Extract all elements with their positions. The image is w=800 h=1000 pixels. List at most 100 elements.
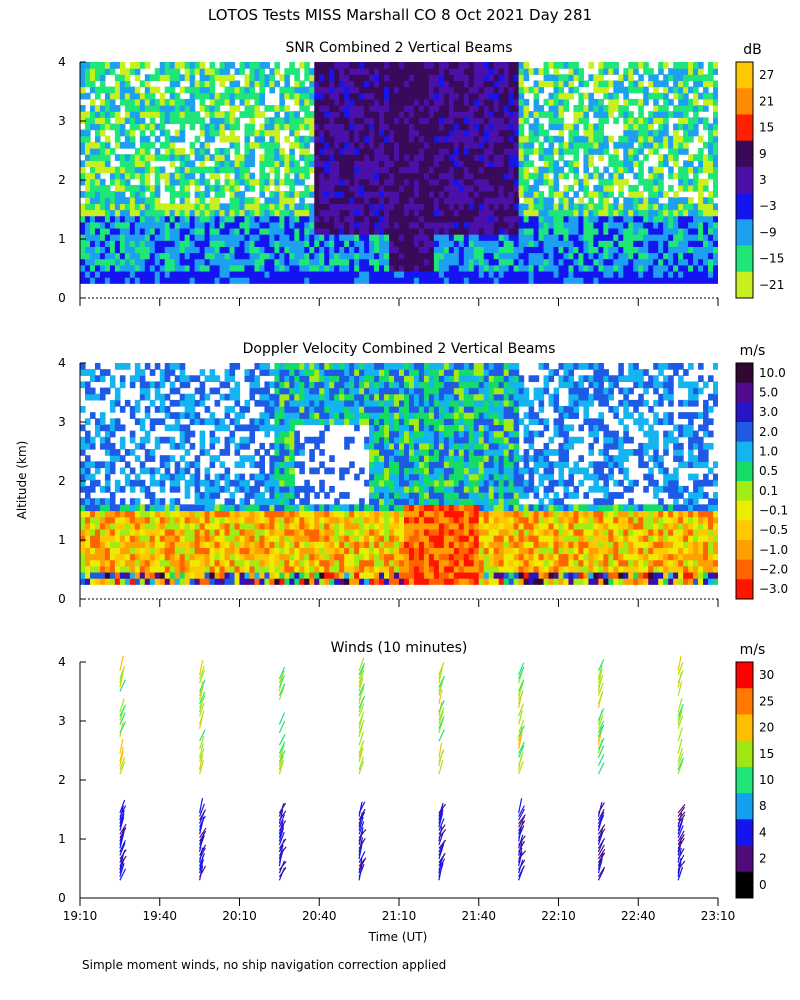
snr-cell [324, 74, 330, 82]
snr-cell [573, 117, 580, 125]
snr-cell [513, 148, 520, 155]
snr-cell [418, 184, 425, 192]
doppler-cell [94, 516, 101, 524]
snr-cell [129, 246, 136, 254]
snr-cell [448, 191, 455, 198]
snr-cell [384, 277, 390, 284]
doppler-cell [164, 375, 171, 383]
snr-cell [254, 98, 261, 106]
snr-cell [164, 62, 171, 69]
snr-cell [329, 74, 335, 82]
snr-cell [119, 227, 126, 235]
snr-cell [184, 258, 191, 266]
snr-cell [214, 258, 221, 266]
doppler-cell [209, 541, 216, 548]
snr-cell [708, 221, 714, 229]
snr-cell [259, 74, 266, 82]
snr-cell [683, 148, 689, 155]
snr-cell [648, 191, 654, 198]
snr-cell [513, 191, 520, 198]
doppler-cell [164, 553, 171, 561]
doppler-cell [229, 430, 236, 438]
snr-cell [179, 227, 186, 235]
snr-title: SNR Combined 2 Vertical Beams [285, 40, 512, 56]
doppler-cell [84, 369, 91, 376]
snr-cell [294, 215, 300, 223]
snr-cell [224, 68, 231, 75]
snr-cell [124, 98, 131, 106]
snr-cell [274, 80, 280, 88]
doppler-cell [204, 393, 211, 401]
doppler-cell [104, 498, 111, 505]
snr-colorbar-label: −21 [759, 278, 784, 292]
snr-cell [304, 62, 310, 69]
snr-cell [623, 240, 629, 247]
snr-cell [109, 105, 116, 112]
doppler-cell [219, 449, 226, 456]
snr-cell [713, 264, 718, 272]
snr-cell [329, 252, 335, 260]
doppler-cell [224, 393, 231, 401]
snr-cell [473, 111, 480, 118]
snr-cell [713, 277, 718, 284]
snr-cell [94, 141, 101, 149]
snr-cell [109, 264, 116, 272]
snr-cell [623, 74, 629, 82]
doppler-cell [94, 535, 101, 542]
snr-cell [154, 148, 161, 155]
doppler-cell [164, 547, 171, 555]
snr-cell [309, 74, 315, 82]
doppler-cell [109, 381, 116, 389]
snr-cell [548, 98, 555, 106]
snr-cell [119, 197, 126, 204]
snr-cell [698, 246, 704, 254]
snr-cell [204, 111, 211, 118]
snr-cell [503, 277, 510, 284]
doppler-cell [184, 381, 191, 389]
snr-cell [663, 203, 669, 211]
doppler-cell [174, 516, 181, 524]
snr-cell [448, 172, 455, 180]
panels: SNR Combined 2 Vertical Beams01234dB2721… [58, 40, 788, 923]
snr-cell [204, 80, 211, 88]
snr-cell [249, 172, 256, 180]
snr-cell [184, 86, 191, 94]
snr-cell [658, 166, 664, 174]
doppler-cell [204, 418, 211, 426]
snr-cell [264, 154, 270, 161]
snr-cell [528, 148, 535, 155]
snr-cell [463, 154, 470, 161]
snr-cell [269, 129, 275, 137]
snr-cell [403, 117, 410, 125]
snr-cell [503, 62, 510, 69]
snr-cell [568, 203, 575, 211]
snr-cell [418, 105, 425, 112]
snr-cell [104, 234, 111, 241]
snr-cell [513, 98, 520, 106]
snr-cell [379, 277, 385, 284]
snr-cell [214, 105, 221, 112]
doppler-cell [224, 381, 231, 389]
snr-cell [693, 117, 699, 125]
snr-cell [369, 197, 375, 204]
snr-cell [369, 252, 375, 260]
snr-cell [508, 258, 515, 266]
snr-cell [458, 68, 465, 75]
doppler-cell [139, 467, 146, 475]
doppler-cell [149, 565, 156, 573]
snr-cell [80, 252, 86, 260]
snr-cell [443, 178, 450, 186]
snr-cell [309, 215, 315, 223]
snr-cell [374, 191, 380, 198]
snr-cell [513, 264, 520, 272]
snr-cell [493, 184, 500, 192]
snr-cell [503, 234, 510, 241]
snr-cell [209, 246, 216, 254]
snr-cell [623, 105, 629, 112]
snr-cell [354, 252, 360, 260]
snr-cell [688, 203, 694, 211]
doppler-cell [219, 418, 226, 426]
snr-cell [483, 172, 490, 180]
snr-cell [144, 277, 151, 284]
snr-cell [354, 240, 360, 247]
